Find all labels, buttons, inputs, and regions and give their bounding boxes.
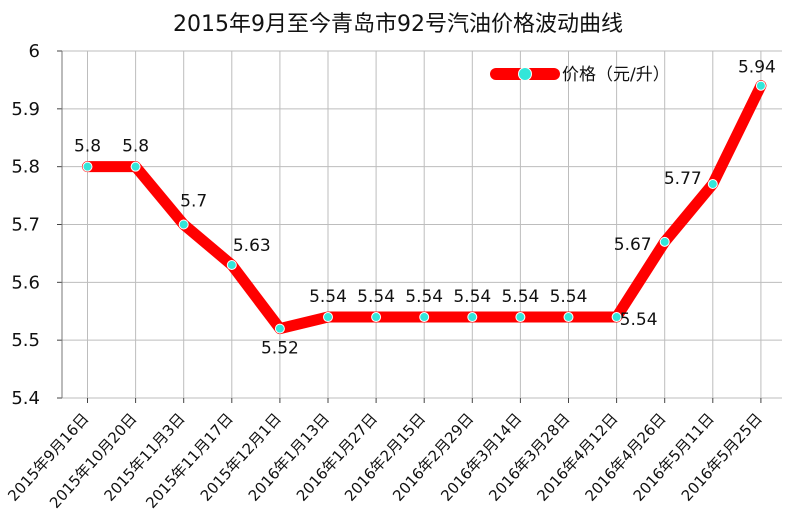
data-label: 5.54 (453, 287, 491, 307)
x-tick-label: 2015年9月16日 (4, 410, 92, 505)
x-tick-label: 2015年11月17日 (142, 410, 237, 512)
x-tick-label: 2015年10月20日 (46, 410, 141, 512)
legend-label: 价格（元/升） (562, 65, 670, 85)
data-label: 5.54 (620, 310, 658, 330)
data-point (563, 312, 574, 323)
data-label: 5.54 (501, 287, 539, 307)
data-label: 5.54 (405, 287, 443, 307)
grid-lines (62, 50, 782, 399)
data-point (226, 259, 237, 270)
y-tick-label: 5.8 (11, 157, 40, 178)
data-point (707, 179, 718, 190)
data-point (659, 236, 670, 247)
data-point (611, 312, 622, 323)
y-tick-label: 5.5 (11, 330, 40, 351)
y-tick-label: 5.9 (11, 99, 40, 120)
data-point (82, 161, 93, 172)
data-label: 5.8 (122, 137, 149, 157)
data-point (467, 312, 478, 323)
data-point (274, 323, 285, 334)
data-label: 5.54 (550, 287, 588, 307)
y-tick-label: 6 (29, 41, 40, 62)
data-label: 5.8 (74, 137, 101, 157)
data-label: 5.54 (357, 287, 395, 307)
legend-marker (518, 67, 532, 81)
data-label: 5.63 (233, 236, 271, 256)
data-label: 5.77 (664, 169, 702, 189)
chart-title: 2015年9月至今青岛市92号汽油价格波动曲线 (173, 12, 623, 37)
data-label: 5.94 (738, 58, 776, 78)
data-point (371, 312, 382, 323)
data-point (755, 80, 766, 91)
data-label: 5.7 (180, 192, 207, 212)
data-point (419, 312, 430, 323)
y-tick-label: 5.4 (11, 388, 40, 409)
y-tick-label: 5.6 (11, 272, 40, 293)
y-tick-label: 5.7 (11, 215, 40, 236)
legend: 价格（元/升） (490, 65, 670, 85)
data-label: 5.67 (614, 235, 652, 255)
data-point (515, 312, 526, 323)
data-label: 5.52 (261, 339, 299, 359)
data-label: 5.54 (309, 287, 347, 307)
data-point (130, 161, 141, 172)
data-point (323, 312, 333, 323)
data-point (178, 219, 189, 230)
